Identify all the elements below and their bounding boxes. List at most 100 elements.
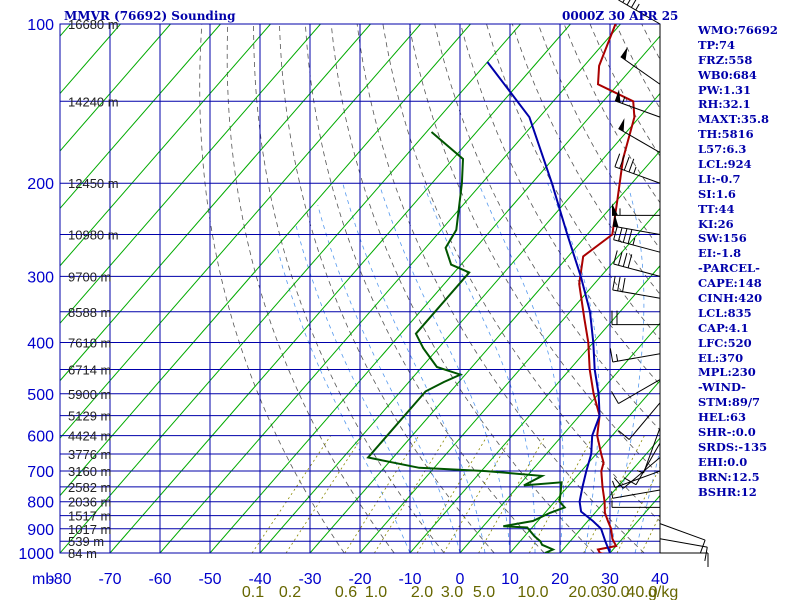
wind-barb [611, 489, 661, 499]
barb-staff [620, 56, 661, 85]
pressure-tick-label: 200 [27, 176, 54, 193]
barb-staff [618, 379, 661, 404]
wind-barb [620, 46, 661, 85]
wind-barb [610, 379, 661, 404]
temperature-tick-label: -30 [298, 571, 321, 588]
mixing-ratio-line [478, 435, 546, 553]
wind-barb [660, 552, 709, 567]
barb-half-flag [632, 238, 636, 246]
pressure-tick-label: 900 [27, 522, 54, 539]
wind-barb [613, 457, 661, 489]
mixing-ratio-tick-label: 30.0 [598, 584, 629, 600]
stat-line: WMO:76692 [698, 23, 778, 37]
stat-line: RH:32.1 [698, 97, 751, 112]
stat-line: MAXT:35.8 [698, 112, 769, 127]
height-label: 3776 m [68, 447, 111, 462]
stat-line: TP:74 [698, 37, 736, 52]
stat-line: EL:370 [698, 350, 744, 365]
pressure-tick-label: 400 [27, 335, 54, 352]
temperature-tick-label: -70 [98, 571, 121, 588]
wind-barb [613, 226, 661, 253]
mixing-ratio-line [583, 435, 645, 553]
stat-line: TT:44 [698, 201, 735, 216]
barb-staff [622, 457, 661, 489]
wind-barb [618, 118, 661, 154]
barb-staff [614, 166, 661, 184]
mixing-ratio-unit: g/kg [648, 584, 678, 600]
stat-line: -PARCEL- [698, 261, 760, 276]
stat-line: SRDS:-135 [698, 439, 768, 454]
moist-adiabat [295, 224, 436, 553]
mixing-ratio-tick-label: 3.0 [441, 584, 463, 600]
pressure-tick-label: 300 [27, 269, 54, 286]
height-label: 10980 m [68, 228, 119, 243]
moist-adiabat [276, 247, 411, 553]
station-title: MMVR (76692) Sounding [64, 9, 236, 23]
height-label: 3160 m [68, 464, 111, 479]
isotherm [60, 24, 271, 267]
height-label: 5129 m [68, 409, 111, 424]
barb-staff [613, 263, 661, 277]
mixing-ratio-line [251, 435, 332, 553]
height-label: 5900 m [68, 387, 111, 402]
temperature-tick-label: 10 [501, 571, 519, 588]
stat-line: CAPE:148 [698, 276, 762, 291]
barb-pennant [612, 214, 619, 228]
height-label: 16680 m [68, 17, 119, 32]
height-label: 7610 m [68, 335, 111, 350]
temperature-tick-label: 0 [456, 571, 465, 588]
wind-barb [613, 250, 661, 277]
barb-flag [623, 156, 630, 171]
moist-adiabat [609, 183, 645, 553]
height-label: 539 m [68, 534, 104, 549]
pressure-tick-label: 600 [27, 429, 54, 446]
dry-adiabat [408, 24, 660, 477]
wind-barb [611, 500, 660, 508]
stat-line: PW:1.31 [698, 82, 752, 97]
stat-line: STM:89/7 [698, 395, 761, 410]
stat-line: LCL:835 [698, 305, 752, 320]
wind-barb [609, 348, 661, 363]
barb-staff [643, 427, 661, 474]
mixing-ratio-tick-label: 40.0 [626, 584, 657, 600]
height-label: 84 m [68, 546, 97, 561]
barb-flag [622, 228, 628, 243]
stat-line: WB0:684 [698, 67, 757, 82]
barb-flag [630, 0, 637, 8]
stat-line: CINH:420 [698, 291, 763, 306]
barb-half-flag [612, 480, 616, 488]
pressure-tick-label: 1000 [18, 546, 54, 563]
isotherm [60, 24, 521, 553]
temperature-tick-label: 20 [551, 571, 569, 588]
barb-staff [618, 0, 661, 25]
isotherm [559, 437, 660, 553]
barb-staff [612, 489, 661, 499]
barb-flag [610, 391, 619, 404]
moist-adiabat [317, 204, 461, 553]
mixing-ratio-line [641, 513, 660, 553]
pressure-tick-label: 100 [27, 17, 54, 34]
stat-line: BRN:12.5 [698, 469, 760, 484]
chart-axes: 16680 m 14240 m 12450 m 10980 m 9700 m 8588 m… [18, 17, 678, 600]
isotherm [209, 35, 660, 553]
barb-flag [618, 430, 630, 440]
stat-line: SHR-:0.0 [698, 425, 756, 440]
isotherm [60, 24, 471, 497]
isotherm [60, 24, 171, 152]
height-label: 1017 m [68, 522, 111, 537]
barb-flag [612, 276, 616, 291]
sounding-profiles [366, 24, 636, 553]
stat-line: SW:156 [698, 231, 747, 246]
wind-barb [614, 153, 661, 184]
moist-adiabat [547, 183, 600, 553]
stat-line: LI:-0.7 [698, 171, 741, 186]
wind-barb [659, 538, 708, 561]
stat-line: LFC:520 [698, 335, 752, 350]
wind-barb [612, 214, 661, 236]
mixing-ratio-tick-label: 20.0 [568, 584, 599, 600]
stat-line: CAP:4.1 [698, 320, 749, 335]
barb-flag [613, 477, 624, 489]
barb-flag [614, 153, 621, 167]
stat-line: HEL:63 [698, 410, 746, 425]
temperature-tick-label: -60 [148, 571, 171, 588]
